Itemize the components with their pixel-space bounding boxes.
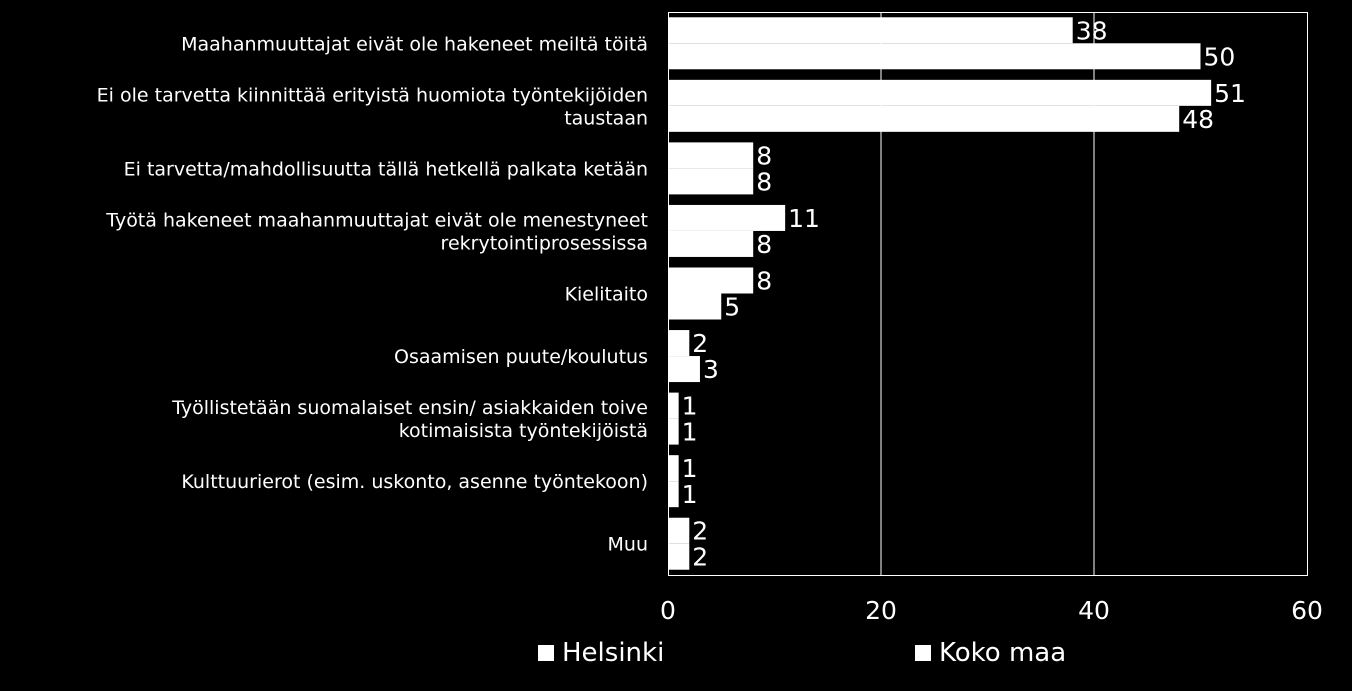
bar-koko-maa-6 bbox=[668, 418, 679, 445]
data-label-koko-maa-1: 48 bbox=[1182, 105, 1214, 134]
data-label-koko-maa-3: 8 bbox=[756, 230, 772, 259]
bar-koko-maa-1 bbox=[668, 105, 1180, 132]
data-label-helsinki-6: 1 bbox=[682, 392, 698, 421]
bar-koko-maa-5 bbox=[668, 356, 700, 383]
bar-helsinki-2 bbox=[668, 142, 754, 169]
bar-helsinki-7 bbox=[668, 455, 679, 482]
legend-swatch-helsinki bbox=[538, 645, 554, 661]
category-label-1-line-0: Ei ole tarvetta kiinnittää erityistä huo… bbox=[97, 84, 648, 106]
bar-helsinki-6 bbox=[668, 392, 679, 419]
data-label-helsinki-2: 8 bbox=[756, 141, 772, 170]
legend-label-koko-maa: Koko maa bbox=[939, 638, 1067, 668]
bar-helsinki-4 bbox=[668, 267, 754, 294]
category-label-3-line-0: Työtä hakeneet maahanmuuttajat eivät ole… bbox=[105, 209, 648, 231]
data-label-koko-maa-7: 1 bbox=[682, 480, 698, 509]
category-label-0: Maahanmuuttajat eivät ole hakeneet meilt… bbox=[181, 33, 648, 55]
category-label-2: Ei tarvetta/mahdollisuutta tällä hetkell… bbox=[124, 158, 648, 180]
data-label-helsinki-7: 1 bbox=[682, 454, 698, 483]
category-label-3-line-1: rekrytointiprosessissa bbox=[441, 232, 648, 254]
bar-helsinki-0 bbox=[668, 17, 1073, 44]
bar-koko-maa-7 bbox=[668, 481, 679, 508]
bar-koko-maa-8 bbox=[668, 543, 690, 570]
bar-helsinki-1 bbox=[668, 79, 1212, 106]
bar-koko-maa-2 bbox=[668, 168, 754, 195]
legend-item-helsinki: Helsinki bbox=[538, 638, 664, 668]
legend-swatch-koko-maa bbox=[915, 645, 931, 661]
category-label-6-line-0: Työllistetään suomalaiset ensin/ asiakka… bbox=[171, 397, 648, 419]
x-tick-label-40: 40 bbox=[1078, 596, 1110, 625]
data-label-helsinki-3: 11 bbox=[788, 204, 820, 233]
category-label-5: Osaamisen puute/koulutus bbox=[394, 346, 648, 368]
bar-koko-maa-4 bbox=[668, 293, 722, 320]
bar-helsinki-3 bbox=[668, 204, 786, 231]
category-label-8: Muu bbox=[608, 534, 648, 556]
category-label-7: Kulttuurierot (esim. uskonto, asenne työ… bbox=[181, 471, 648, 493]
data-label-helsinki-8: 2 bbox=[692, 517, 708, 546]
data-label-helsinki-5: 2 bbox=[692, 329, 708, 358]
data-label-koko-maa-2: 8 bbox=[756, 167, 772, 196]
x-tick-label-0: 0 bbox=[660, 596, 676, 625]
bar-helsinki-8 bbox=[668, 517, 690, 544]
x-tick-label-60: 60 bbox=[1291, 596, 1323, 625]
data-label-helsinki-1: 51 bbox=[1214, 79, 1246, 108]
data-label-koko-maa-5: 3 bbox=[703, 355, 719, 384]
bar-helsinki-5 bbox=[668, 330, 690, 357]
data-label-helsinki-0: 38 bbox=[1076, 16, 1108, 45]
x-tick-label-20: 20 bbox=[865, 596, 897, 625]
legend-label-helsinki: Helsinki bbox=[562, 638, 665, 668]
bar-koko-maa-0 bbox=[668, 43, 1201, 70]
data-label-koko-maa-8: 2 bbox=[692, 543, 708, 572]
category-label-4: Kielitaito bbox=[565, 284, 648, 306]
bar-koko-maa-3 bbox=[668, 230, 754, 257]
data-label-koko-maa-0: 50 bbox=[1204, 42, 1236, 71]
legend-item-koko-maa: Koko maa bbox=[915, 638, 1066, 668]
data-label-helsinki-4: 8 bbox=[756, 267, 772, 296]
data-label-koko-maa-6: 1 bbox=[682, 418, 698, 447]
category-label-1-line-1: taustaan bbox=[564, 107, 648, 129]
data-label-koko-maa-4: 5 bbox=[724, 293, 740, 322]
category-label-6-line-1: kotimaisista työntekijöistä bbox=[399, 420, 648, 442]
